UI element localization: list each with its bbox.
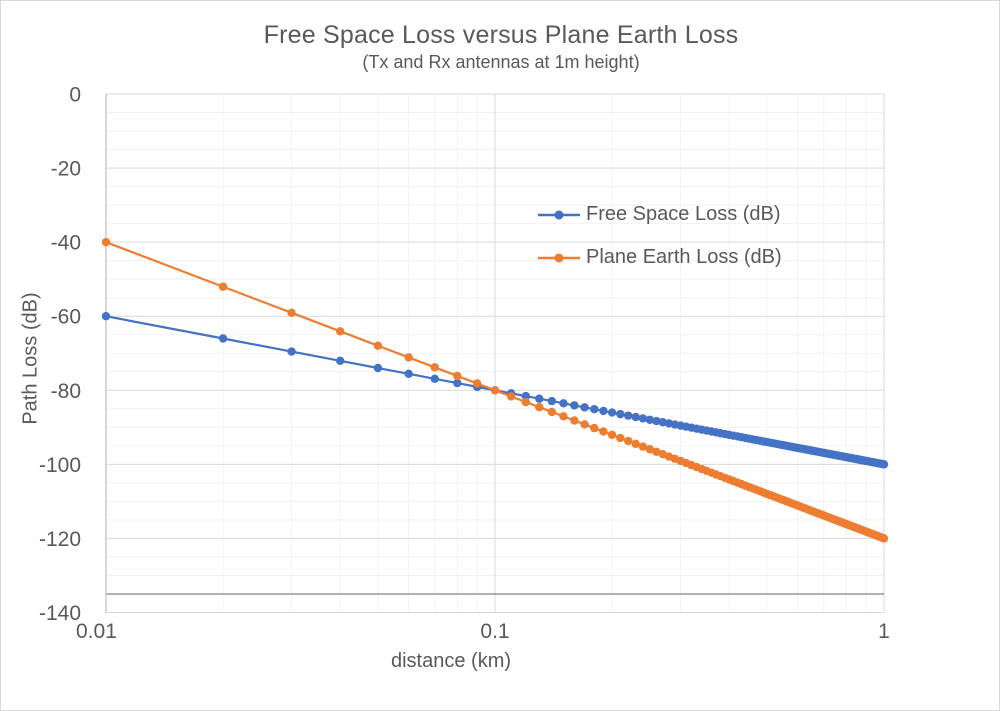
legend-line-marker-icon	[538, 253, 580, 262]
y-tick-label: -60	[51, 306, 81, 329]
legend-item-free-space-loss: Free Space Loss (dB)	[538, 193, 782, 236]
series-marker-1	[287, 308, 296, 318]
legend-label-plane-earth-loss: Plane Earth Loss (dB)	[586, 246, 782, 268]
series-marker-1	[547, 407, 557, 417]
series-marker-0	[607, 408, 617, 417]
y-tick-label: -120	[39, 528, 81, 551]
series-marker-1	[580, 420, 589, 429]
series-marker-0	[599, 406, 608, 416]
series-marker-0	[336, 356, 345, 366]
chart-title: Free Space Loss versus Plane Earth Loss	[263, 21, 739, 49]
series-marker-1	[373, 341, 383, 350]
series-marker-1	[101, 237, 111, 247]
y-tick-label: -40	[51, 232, 81, 255]
legend-label-free-space-loss: Free Space Loss (dB)	[586, 203, 781, 225]
y-tick-label: -20	[51, 158, 81, 181]
chart-subtitle: (Tx and Rx antennas at 1m height)	[362, 52, 640, 72]
series-marker-1	[599, 427, 608, 436]
series-marker-1	[570, 416, 579, 425]
series-marker-1	[638, 442, 648, 451]
series-marker-1	[473, 379, 482, 388]
series-marker-0	[638, 414, 648, 423]
series-marker-0	[521, 391, 531, 401]
series-marker-0	[101, 312, 111, 321]
series-marker-1	[616, 433, 625, 443]
series-marker-1	[607, 430, 617, 440]
series-marker-1	[521, 397, 531, 407]
series-marker-0	[616, 409, 625, 419]
series-marker-1	[453, 371, 462, 381]
series-marker-1	[590, 423, 599, 433]
series-marker-1	[631, 439, 640, 449]
series-marker-0	[373, 363, 383, 373]
legend: Free Space Loss (dB) Plane Earth Loss (d…	[538, 193, 782, 279]
series-marker-0	[404, 369, 413, 379]
series-marker-1	[218, 282, 228, 291]
legend-line-marker-icon	[538, 210, 580, 219]
series-marker-0	[580, 403, 589, 412]
y-axis-title: Path Loss (dB)	[19, 292, 42, 425]
x-tick-label: 0.1	[480, 620, 509, 643]
series-marker-1	[624, 436, 633, 446]
series-marker-0	[590, 405, 599, 414]
x-tick-label: 0.01	[76, 620, 117, 643]
series-marker-0	[547, 396, 557, 406]
series-marker-0	[218, 334, 228, 343]
series-marker-0	[430, 374, 439, 384]
series-marker-1	[535, 402, 544, 412]
series-marker-0	[624, 411, 633, 420]
series-marker-1	[404, 353, 413, 362]
y-tick-label: -100	[39, 454, 81, 477]
y-tick-label: -80	[51, 380, 81, 403]
y-tick-label: -140	[39, 602, 81, 625]
series-marker-0	[287, 347, 296, 356]
series-marker-1	[559, 412, 568, 421]
series-marker-1	[879, 534, 889, 543]
series-marker-1	[336, 327, 345, 336]
series-marker-1	[430, 363, 439, 372]
series-marker-0	[535, 394, 544, 403]
series-marker-0	[570, 401, 579, 410]
x-tick-label: 1	[878, 620, 890, 643]
series-marker-1	[490, 386, 500, 395]
series-marker-0	[453, 378, 462, 388]
series-marker-0	[645, 415, 654, 424]
series-marker-1	[652, 447, 661, 456]
y-tick-label: 0	[69, 84, 81, 107]
series-marker-1	[506, 392, 516, 401]
series-marker-0	[879, 460, 889, 469]
series-marker-1	[645, 445, 654, 454]
series-marker-0	[631, 412, 640, 422]
series-marker-0	[652, 416, 661, 426]
legend-item-plane-earth-loss: Plane Earth Loss (dB)	[538, 236, 782, 279]
series-marker-0	[559, 399, 568, 408]
x-axis-title: distance (km)	[390, 650, 512, 672]
